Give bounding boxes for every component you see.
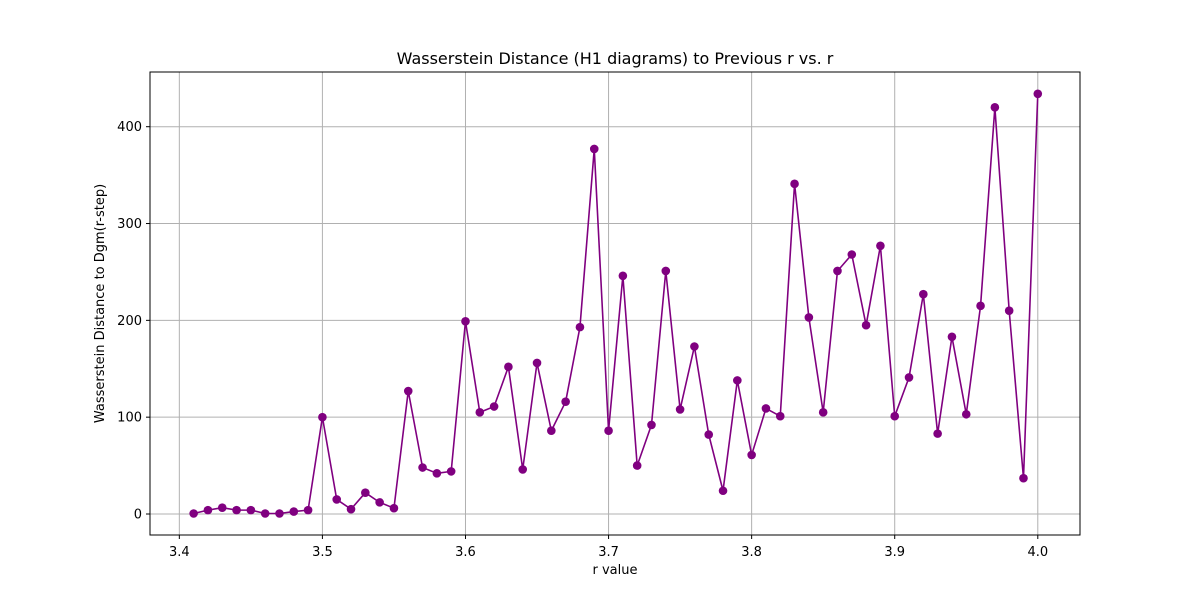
data-point [346,504,356,514]
x-tick-label: 3.5 [312,545,333,560]
data-point [933,429,942,438]
data-point [361,488,370,497]
x-tick-label: 4.0 [1027,545,1048,560]
x-tick-label: 3.9 [884,545,905,560]
data-point [189,509,198,518]
data-point [332,495,342,504]
data-point [947,332,957,342]
data-point [446,467,456,476]
data-point [289,507,299,516]
data-point [919,289,928,299]
data-point [690,342,699,351]
y-tick-label: 200 [117,314,142,329]
data-point [203,505,213,515]
data-point [246,505,256,515]
data-point [847,250,857,259]
data-point [547,426,556,436]
data-point [461,317,470,326]
data-point [532,358,542,368]
data-point [504,362,513,372]
data-point [217,503,227,512]
data-point [575,322,585,332]
data-point [990,103,1000,112]
data-point [961,409,971,419]
x-tick-label: 3.7 [598,545,619,560]
data-point [761,404,771,413]
data-point [589,144,599,154]
plot-area-background [150,72,1080,535]
series-layer [189,89,1043,518]
y-tick-label: 400 [117,120,142,135]
x-tick-label: 3.8 [741,545,762,560]
data-point [604,426,613,436]
series-line [193,93,1039,515]
data-point [632,461,642,470]
data-point [647,420,656,430]
data-point [904,373,914,382]
data-point [790,179,799,189]
data-point [561,397,570,406]
data-point [432,469,442,478]
data-point [375,498,384,507]
data-point [232,505,241,515]
data-point [833,266,842,276]
y-tick-label: 0 [134,507,142,522]
data-point [475,408,485,417]
y-axis-label: Wasserstein Distance to Dgm(r-step) [93,184,108,423]
x-tick-label: 3.6 [455,545,476,560]
data-point [518,465,528,474]
data-point [489,402,499,411]
data-point [890,411,900,421]
data-point [675,405,685,414]
grid-layer [150,72,1080,535]
data-point [389,503,399,513]
data-point [318,412,327,422]
y-tick-label: 300 [117,217,142,232]
data-point [1004,306,1014,315]
data-point [1019,473,1028,483]
tick-layer: 3.4 3.5 3.6 3.7 3.8 3.9 4.0 0 100 200 300 400 [117,120,1048,560]
data-point [775,411,785,421]
data-point [876,241,885,251]
data-point [818,408,828,417]
data-point [1033,89,1043,99]
y-tick-label: 100 [117,411,142,426]
data-point [303,505,313,515]
chart-title: Wasserstein Distance (H1 diagrams) to Pr… [397,49,834,68]
data-point [976,301,985,311]
data-point [733,376,742,385]
data-point [618,271,628,281]
data-point [747,450,756,460]
plot-frame [149,71,1081,536]
data-point [804,313,814,322]
data-point [704,430,714,439]
data-point [861,320,871,330]
data-point [275,509,284,518]
data-point [260,509,270,518]
x-axis-label: r value [593,563,638,578]
data-point [661,266,671,276]
data-point [403,386,413,396]
data-point [418,463,427,472]
data-point [718,486,728,496]
x-tick-label: 3.4 [169,545,190,560]
